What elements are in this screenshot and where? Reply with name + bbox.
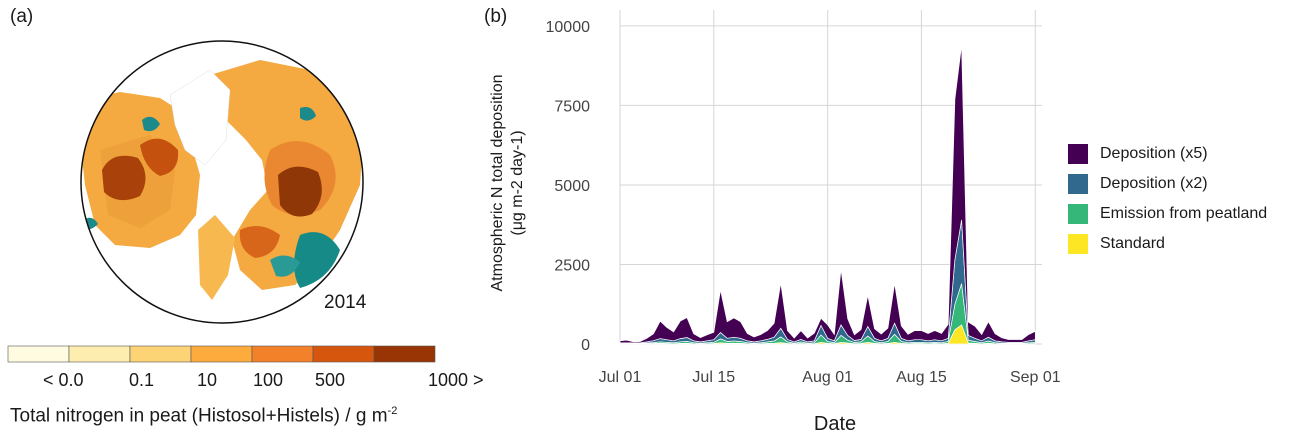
x-tick-label: Jul 01 — [599, 369, 642, 386]
legend-label: Standard — [1100, 235, 1165, 252]
y-tick-label: 5000 — [554, 178, 590, 195]
colorbar-segment — [373, 345, 436, 363]
chart-legend: Deposition (x5) Deposition (x2) Emission f… — [1068, 139, 1267, 259]
globe-outline — [80, 40, 364, 324]
colorbar-tick-label: 1000 > — [428, 370, 484, 390]
polar-map: 2014 — [7, 40, 436, 363]
land-masses — [81, 60, 363, 300]
chart-grid — [619, 10, 1042, 345]
x-tick-label: Jul 15 — [692, 369, 735, 386]
x-tick-label: Sep 01 — [1010, 369, 1061, 386]
legend-swatch — [1068, 234, 1088, 254]
legend-swatch — [1068, 204, 1088, 224]
legend-swatch — [1068, 144, 1088, 164]
x-axis-ticks: Jul 01 Jul 15 Aug 01 Aug 15 Sep 01 — [599, 369, 1061, 386]
colorbar-tick-label: 0.1 — [129, 370, 155, 390]
colorbar-segment — [68, 345, 131, 363]
x-tick-label: Aug 01 — [802, 369, 853, 386]
colorbar-tick-label: 10 — [197, 370, 218, 390]
y-axis-label-line2: (μg m-2 day-1) — [509, 130, 526, 235]
deposition-chart: 0 2500 5000 7500 10000 Jul 01 Jul 15 Aug 01 Aug… — [489, 10, 1061, 434]
panel-b-label: (b) — [484, 6, 508, 27]
y-tick-label: 0 — [581, 337, 590, 354]
colorbar-segment — [312, 345, 375, 363]
legend-item: Standard — [1068, 229, 1267, 259]
y-tick-label: 2500 — [554, 257, 590, 274]
colorbar-tick-label: 500 — [315, 370, 346, 390]
colorbar-tick-label: < 0.0 — [43, 370, 84, 390]
colorbar-segment — [251, 345, 314, 363]
y-tick-label: 7500 — [554, 98, 590, 115]
legend-item: Emission from peatland — [1068, 199, 1267, 229]
colorbar-segment — [190, 345, 253, 363]
legend-label: Emission from peatland — [1100, 205, 1268, 222]
colorbar-segment — [7, 345, 70, 363]
map-year-label: 2014 — [324, 292, 367, 313]
legend-item: Deposition (x2) — [1068, 169, 1267, 199]
legend-swatch — [1068, 174, 1088, 194]
legend-label: Deposition (x5) — [1100, 145, 1208, 162]
colorbar — [7, 345, 436, 363]
colorbar-tick-label: 100 — [253, 370, 284, 390]
legend-item: Deposition (x5) — [1068, 139, 1267, 169]
chart-areas — [619, 44, 1036, 345]
y-tick-label: 10000 — [546, 19, 591, 36]
colorbar-title: Total nitrogen in peat (Histosol+Histels… — [10, 405, 398, 427]
x-axis-label: Date — [814, 413, 856, 434]
area-series — [619, 44, 1036, 344]
y-axis-ticks: 0 2500 5000 7500 10000 — [546, 19, 591, 354]
colorbar-segment — [129, 345, 192, 363]
y-axis-label-line1: Atmospheric N total deposition — [489, 75, 506, 292]
panel-a-label: (a) — [10, 6, 34, 27]
legend-label: Deposition (x2) — [1100, 175, 1208, 192]
x-tick-label: Aug 15 — [896, 369, 947, 386]
